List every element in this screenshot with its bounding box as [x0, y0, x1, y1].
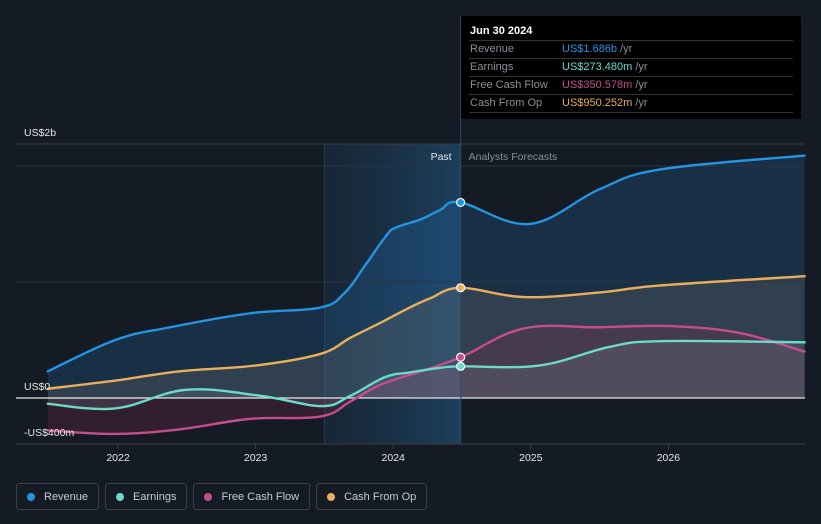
legend-label: Cash From Op — [344, 490, 417, 503]
tooltip-row-free-cash-flow: Free Cash Flow US$350.578m /yr — [469, 77, 793, 95]
x-tick-label: 2022 — [106, 452, 130, 464]
tooltip-row-earnings: Earnings US$273.480m /yr — [469, 59, 793, 77]
tooltip-label: Cash From Op — [470, 97, 543, 109]
legend-item-earnings[interactable]: Earnings — [105, 483, 188, 510]
legend-label: Earnings — [133, 490, 177, 503]
tooltip-value: US$273.480m — [562, 61, 633, 73]
tooltip-unit: /yr — [635, 97, 648, 109]
legend: Revenue Earnings Free Cash Flow Cash Fro… — [16, 483, 428, 510]
x-tick-label: 2024 — [382, 452, 406, 464]
cash-from-op-line — [46, 275, 806, 390]
earnings-marker[interactable] — [456, 361, 466, 371]
revenue-dot-icon — [27, 492, 35, 501]
tooltip-row-cash-from-op: Cash From Op US$950.252m /yr — [469, 95, 793, 113]
cash-from-op-dot-icon — [327, 492, 336, 501]
cash-from-op-marker[interactable] — [456, 283, 466, 293]
y-tick-label-negative: -US$400m — [24, 427, 74, 439]
legend-label: Free Cash Flow — [221, 490, 300, 503]
tooltip-label: Earnings — [470, 61, 514, 73]
earnings-line — [46, 339, 806, 411]
forecast-region-label: Analysts Forecasts — [469, 151, 558, 163]
free-cash-flow-line — [46, 324, 806, 436]
tooltip-label: Free Cash Flow — [470, 79, 548, 91]
earnings-area — [47, 340, 805, 410]
tooltip-value: US$1.686b — [562, 43, 618, 55]
tooltip-value: US$350.578m — [562, 79, 633, 91]
y-tick-label-2b: US$2b — [24, 127, 56, 139]
tooltip-unit: /yr — [620, 43, 633, 55]
tooltip-value: US$950.252m — [562, 97, 633, 109]
free-cash-flow-marker[interactable] — [456, 352, 466, 362]
tooltip-date: Jun 30 2024 — [469, 22, 793, 41]
past-region-label: Past — [431, 151, 452, 163]
legend-label: Revenue — [44, 490, 89, 503]
x-tick-label: 2026 — [657, 452, 681, 464]
legend-item-free-cash-flow[interactable]: Free Cash Flow — [193, 483, 311, 510]
earnings-dot-icon — [116, 492, 125, 501]
free-cash-flow-dot-icon — [204, 492, 213, 501]
legend-item-cash-from-op[interactable]: Cash From Op — [316, 483, 428, 510]
revenue-marker[interactable] — [456, 197, 466, 208]
free-cash-flow-area — [47, 325, 805, 434]
tooltip-row-revenue: Revenue US$1.686b /yr — [469, 41, 793, 59]
y-tick-label-zero: US$0 — [24, 381, 50, 393]
revenue-area — [47, 155, 805, 398]
tooltip: Jun 30 2024 Revenue US$1.686b /yr Earnin… — [461, 16, 801, 119]
x-tick-label: 2023 — [244, 452, 268, 464]
tooltip-unit: /yr — [635, 61, 648, 73]
tooltip-label: Revenue — [470, 43, 515, 55]
revenue-line — [46, 154, 806, 373]
tooltip-unit: /yr — [635, 79, 648, 91]
x-tick-label: 2025 — [519, 452, 543, 464]
legend-item-revenue[interactable]: Revenue — [16, 483, 100, 510]
